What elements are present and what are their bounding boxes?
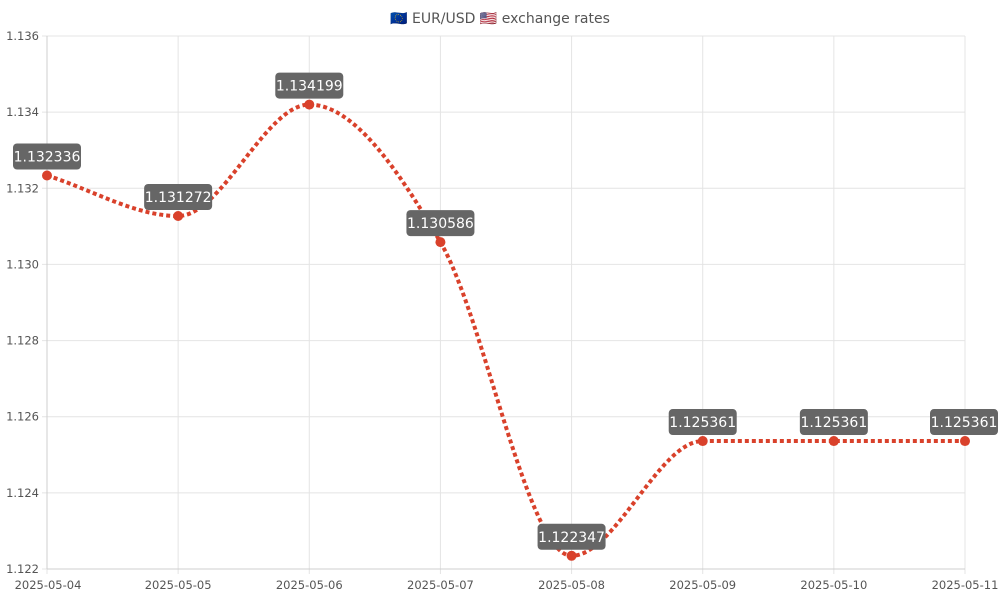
chart-title: 🇪🇺 EUR/USD 🇺🇸 exchange rates: [390, 11, 610, 27]
series-line: [46, 102, 965, 558]
y-tick-label: 1.128: [6, 334, 39, 348]
data-labels: 1.132336 1.131272 1.134199 1.130586 1.122347…: [13, 72, 998, 550]
x-tick-label: 2025-05-10: [800, 578, 867, 592]
data-points: [42, 99, 970, 561]
x-tick-label: 2025-05-09: [669, 578, 736, 592]
y-tick-label: 1.126: [6, 410, 39, 424]
data-label-box: [13, 143, 81, 170]
x-tick-label: 2025-05-04: [15, 578, 82, 592]
data-label-text: 1.134199: [276, 79, 343, 95]
data-label-box: [275, 72, 344, 99]
data-label: 1.134199: [275, 72, 344, 99]
data-point[interactable]: [566, 550, 577, 561]
data-point[interactable]: [304, 99, 315, 110]
data-label-text: 1.132336: [14, 149, 81, 165]
data-label: 1.122347: [537, 523, 606, 550]
data-label-text: 1.125361: [800, 415, 867, 431]
axes: 1.122 1.124 1.126 1.128 1.130 1.132 1.134 1.136…: [6, 29, 998, 592]
data-label: 1.132336: [13, 143, 81, 170]
y-tick-label: 1.130: [6, 257, 39, 271]
y-tick-label: 1.134: [6, 105, 39, 119]
data-label: 1.125361: [799, 409, 868, 436]
data-label: 1.130586: [406, 210, 475, 237]
data-point[interactable]: [42, 170, 52, 181]
data-label-text: 1.125361: [931, 415, 998, 431]
data-point[interactable]: [173, 211, 184, 222]
data-label-text: 1.122347: [538, 530, 605, 546]
grid-lines: [42, 35, 966, 574]
data-point[interactable]: [697, 436, 708, 447]
data-point[interactable]: [828, 436, 839, 447]
data-label-box: [144, 184, 213, 211]
data-label: 1.125361: [668, 409, 737, 436]
series-line-layer: [46, 102, 965, 558]
data-label-box: [537, 523, 606, 550]
y-tick-label: 1.132: [6, 181, 39, 195]
data-label-text: 1.131272: [145, 190, 212, 206]
data-label-box: [668, 409, 737, 436]
y-tick-label: 1.136: [6, 29, 39, 43]
x-tick-label: 2025-05-11: [932, 578, 999, 592]
x-tick-label: 2025-05-08: [538, 578, 605, 592]
x-tick-label: 2025-05-06: [276, 578, 343, 592]
x-tick-label: 2025-05-07: [407, 578, 474, 592]
y-tick-label: 1.122: [6, 562, 39, 576]
data-label: 1.125361: [930, 409, 998, 436]
data-label: 1.131272: [144, 184, 213, 211]
data-label-text: 1.130586: [407, 216, 474, 232]
data-point[interactable]: [960, 436, 970, 447]
data-label-box: [930, 409, 998, 436]
y-tick-label: 1.124: [6, 486, 39, 500]
data-point[interactable]: [435, 237, 446, 248]
data-label-box: [799, 409, 868, 436]
data-label-text: 1.125361: [669, 415, 736, 431]
data-label-box: [406, 210, 475, 237]
x-tick-label: 2025-05-05: [145, 578, 212, 592]
